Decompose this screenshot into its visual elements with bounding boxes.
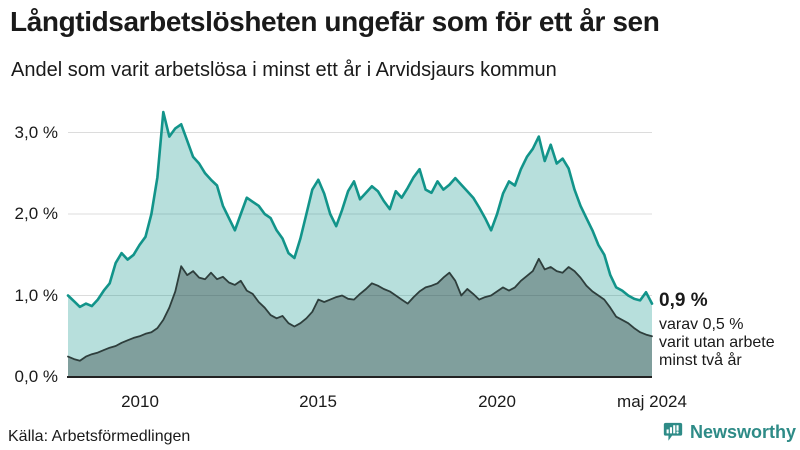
annotation-text-line: varit utan arbete: [659, 334, 775, 351]
source-credit: Källa: Arbetsförmedlingen: [8, 428, 191, 445]
annotation-text-line: varav 0,5 %: [659, 316, 744, 333]
page-title: Långtidsarbetslösheten ungefär som för e…: [10, 6, 660, 37]
latest-value-label: 0,9 %: [659, 290, 708, 311]
newsworthy-logo[interactable]: Newsworthy: [662, 421, 796, 443]
chart-speech-bubble-icon: [662, 421, 684, 443]
annotation-text-line: minst två år: [659, 352, 742, 369]
latest-value-annotation: 0,9 % varav 0,5 % varit utan arbete mins…: [659, 290, 799, 370]
page-subtitle: Andel som varit arbetslösa i minst ett å…: [11, 59, 557, 81]
x-axis-tick-label: 2010: [121, 392, 159, 411]
x-axis-tick-label: 2015: [299, 392, 337, 411]
newsworthy-logo-text: Newsworthy: [689, 421, 796, 442]
x-axis-tick-label: maj 2024: [617, 392, 687, 411]
y-axis-tick-label: 3,0 %: [14, 123, 58, 142]
y-axis-tick-label: 2,0 %: [14, 204, 58, 223]
y-axis-tick-label: 0,0 %: [14, 367, 58, 386]
y-axis-tick-label: 1,0 %: [14, 286, 58, 305]
x-axis-tick-label: 2020: [478, 392, 516, 411]
